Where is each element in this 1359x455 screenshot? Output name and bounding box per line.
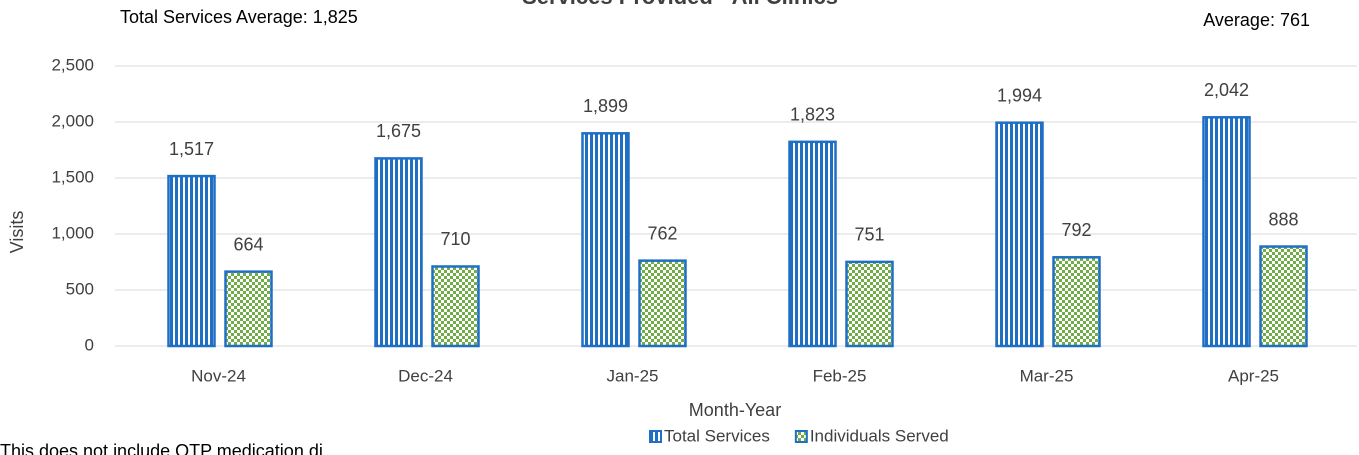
data-label: 762 (647, 223, 677, 243)
bar (995, 121, 1044, 348)
y-tick-label: 0 (85, 335, 94, 354)
y-tick-label: 2,000 (51, 111, 94, 130)
footnote: This does not include OTP medication di (0, 441, 323, 455)
bar (1052, 256, 1101, 348)
data-label: 1,517 (169, 139, 214, 159)
y-tick-label: 1,000 (51, 223, 94, 242)
data-label: 1,675 (376, 121, 421, 141)
x-tick-label: Jan-25 (607, 366, 659, 385)
data-label: 1,994 (997, 85, 1042, 105)
data-label: 710 (440, 229, 470, 249)
bar (581, 132, 630, 348)
chart-title: Services Provided - All Clinics (522, 0, 838, 9)
y-axis-label: Visits (7, 211, 27, 254)
bar (1202, 116, 1251, 348)
legend-swatch (794, 430, 808, 443)
legend-swatch (649, 430, 662, 443)
bar (374, 157, 423, 348)
bar (431, 265, 480, 348)
y-tick-label: 1,500 (51, 167, 94, 186)
bar (845, 260, 894, 348)
annotation: Average: 761 (1203, 10, 1310, 30)
bar (1259, 245, 1308, 348)
data-label: 751 (854, 225, 884, 245)
bar (638, 259, 687, 348)
x-tick-label: Mar-25 (1020, 366, 1074, 385)
legend-label: Total Services (664, 426, 770, 445)
x-tick-label: Feb-25 (813, 366, 867, 385)
legend-label: Individuals Served (810, 426, 949, 445)
data-label: 1,823 (790, 105, 835, 125)
data-label: 2,042 (1204, 80, 1249, 100)
data-label: 792 (1061, 220, 1091, 240)
bar (167, 174, 216, 348)
x-tick-label: Apr-25 (1228, 366, 1279, 385)
annotation: Total Services Average: 1,825 (120, 7, 358, 27)
bar (788, 140, 837, 348)
x-tick-label: Dec-24 (398, 366, 453, 385)
y-tick-label: 2,500 (51, 55, 94, 74)
data-label: 664 (233, 234, 263, 254)
y-tick-label: 500 (66, 279, 94, 298)
data-label: 888 (1268, 209, 1298, 229)
data-label: 1,899 (583, 96, 628, 116)
bar (224, 270, 273, 348)
x-tick-label: Nov-24 (191, 366, 246, 385)
x-axis-label: Month-Year (689, 400, 781, 420)
